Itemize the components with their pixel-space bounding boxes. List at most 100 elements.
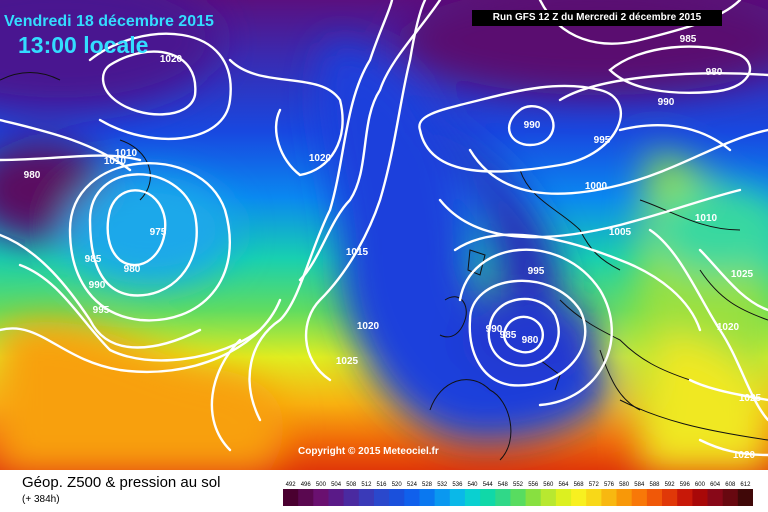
scale-tick-label: 596 — [680, 482, 691, 488]
isobar-label: 990 — [89, 280, 106, 291]
isobar-label: 1020 — [733, 450, 756, 461]
isobar-label: 995 — [594, 135, 611, 146]
isobar-label: 1025 — [731, 269, 754, 280]
isobar-label: 1005 — [609, 227, 632, 238]
scale-tick-label: 532 — [437, 482, 448, 488]
pressure-labels: 985 980 990 995 990 1000 1005 1010 1025 … — [24, 34, 762, 461]
scale-swatch — [525, 489, 542, 506]
scale-swatch — [662, 489, 678, 506]
scale-tick-label: 600 — [695, 482, 706, 488]
scale-tick-label: 588 — [649, 482, 660, 488]
scale-tick-label: 496 — [301, 482, 312, 488]
scale-swatch — [495, 489, 511, 506]
scale-tick-label: 544 — [483, 482, 494, 488]
scale-tick-label: 552 — [513, 482, 524, 488]
scale-swatch — [389, 489, 405, 506]
scale-tick-label: 592 — [665, 482, 676, 488]
scale-tick-label: 504 — [331, 482, 342, 488]
isobar-label: 995 — [93, 305, 110, 316]
isobar-label: 1015 — [346, 247, 369, 258]
isobar-label: 1000 — [585, 181, 608, 192]
legend-title: Géop. Z500 & pression au sol — [22, 474, 221, 491]
scale-tick-label: 556 — [528, 482, 539, 488]
scale-swatch — [555, 489, 572, 506]
model-run-label: Run GFS 12 Z du Mercredi 2 décembre 2015 — [472, 10, 722, 26]
scale-tick-label: 548 — [498, 482, 509, 488]
scale-tick-label: 608 — [725, 482, 736, 488]
isobar-label: 1020 — [357, 321, 380, 332]
scale-tick-label: 572 — [589, 482, 600, 488]
scale-swatch — [692, 489, 709, 506]
isobar-label: 980 — [24, 170, 41, 181]
scale-swatch — [283, 489, 299, 506]
isobar-label: 1010 — [104, 156, 127, 167]
scale-swatch — [510, 489, 527, 506]
scale-swatch — [707, 489, 724, 506]
isobar-label: 1020 — [160, 54, 183, 65]
isobars — [0, 0, 768, 455]
scale-swatch — [616, 489, 633, 506]
scale-tick-label: 560 — [543, 482, 554, 488]
isobar-label: 990 — [524, 120, 541, 131]
isobar-label: 975 — [150, 227, 167, 238]
isobar-label: 980 — [124, 264, 141, 275]
scale-tick-label: 604 — [710, 482, 721, 488]
isobar-label: 1010 — [695, 213, 718, 224]
scale-swatch — [540, 489, 557, 506]
isobar-label: 1025 — [336, 356, 359, 367]
scale-tick-label: 520 — [392, 482, 403, 488]
legend-subtitle: (+ 384h) — [22, 494, 60, 505]
isobar-label: 985 — [680, 34, 697, 45]
copyright: Copyright © 2015 Meteociel.fr — [298, 446, 439, 457]
scale-swatch — [737, 489, 753, 506]
isobar-label: 980 — [706, 67, 723, 78]
scale-tick-label: 580 — [619, 482, 630, 488]
isobar-label: 980 — [522, 335, 539, 346]
scale-tick-label: 512 — [361, 482, 372, 488]
scale-swatch — [298, 489, 314, 506]
scale-swatch — [464, 489, 481, 506]
scale-swatch — [419, 489, 436, 506]
scale-tick-label: 584 — [634, 482, 645, 488]
scale-swatch — [374, 489, 390, 506]
isobar-label: 985 — [500, 330, 517, 341]
scale-swatch — [358, 489, 375, 506]
scale-tick-label: 516 — [376, 482, 387, 488]
scale-tick-label: 528 — [422, 482, 433, 488]
forecast-date: Vendredi 18 décembre 2015 — [4, 13, 214, 30]
isobar-label: 1020 — [717, 322, 740, 333]
scale-swatch — [677, 489, 693, 506]
scale-tick-label: 508 — [346, 482, 357, 488]
isobar-label: 1025 — [739, 393, 762, 404]
color-scale: 492 496 500 504 508 512 516 520 524 528 532 536 540 5… — [283, 482, 753, 506]
scale-swatch — [328, 489, 345, 506]
isobar-label: 990 — [486, 324, 503, 335]
scale-swatch — [343, 489, 360, 506]
weather-map: 985 980 990 995 990 1000 1005 1010 1025 … — [0, 0, 768, 470]
scale-swatch — [601, 489, 618, 506]
scale-swatch — [631, 489, 648, 506]
isobar-label: 985 — [85, 254, 102, 265]
forecast-time: 13:00 locale — [18, 32, 149, 58]
scale-swatch — [449, 489, 466, 506]
isobar-label: 1020 — [309, 153, 332, 164]
isobar-label: 995 — [528, 266, 545, 277]
scale-swatch — [434, 489, 451, 506]
isobar-label: 1010 — [115, 148, 138, 159]
scale-swatch — [313, 489, 329, 506]
scale-tick-label: 524 — [407, 482, 418, 488]
scale-swatch — [571, 489, 587, 506]
scale-tick-label: 576 — [604, 482, 615, 488]
scale-tick-label: 536 — [452, 482, 463, 488]
isobar-label: 990 — [658, 97, 675, 108]
scale-swatch — [646, 489, 663, 506]
scale-tick-label: 500 — [316, 482, 327, 488]
scale-tick-label: 612 — [740, 482, 751, 488]
scale-tick-label: 540 — [467, 482, 478, 488]
scale-swatch — [722, 489, 739, 506]
scale-tick-label: 564 — [558, 482, 569, 488]
scale-tick-label: 568 — [574, 482, 585, 488]
scale-swatch — [586, 489, 602, 506]
scale-swatch — [480, 489, 496, 506]
scale-tick-label: 492 — [286, 482, 297, 488]
